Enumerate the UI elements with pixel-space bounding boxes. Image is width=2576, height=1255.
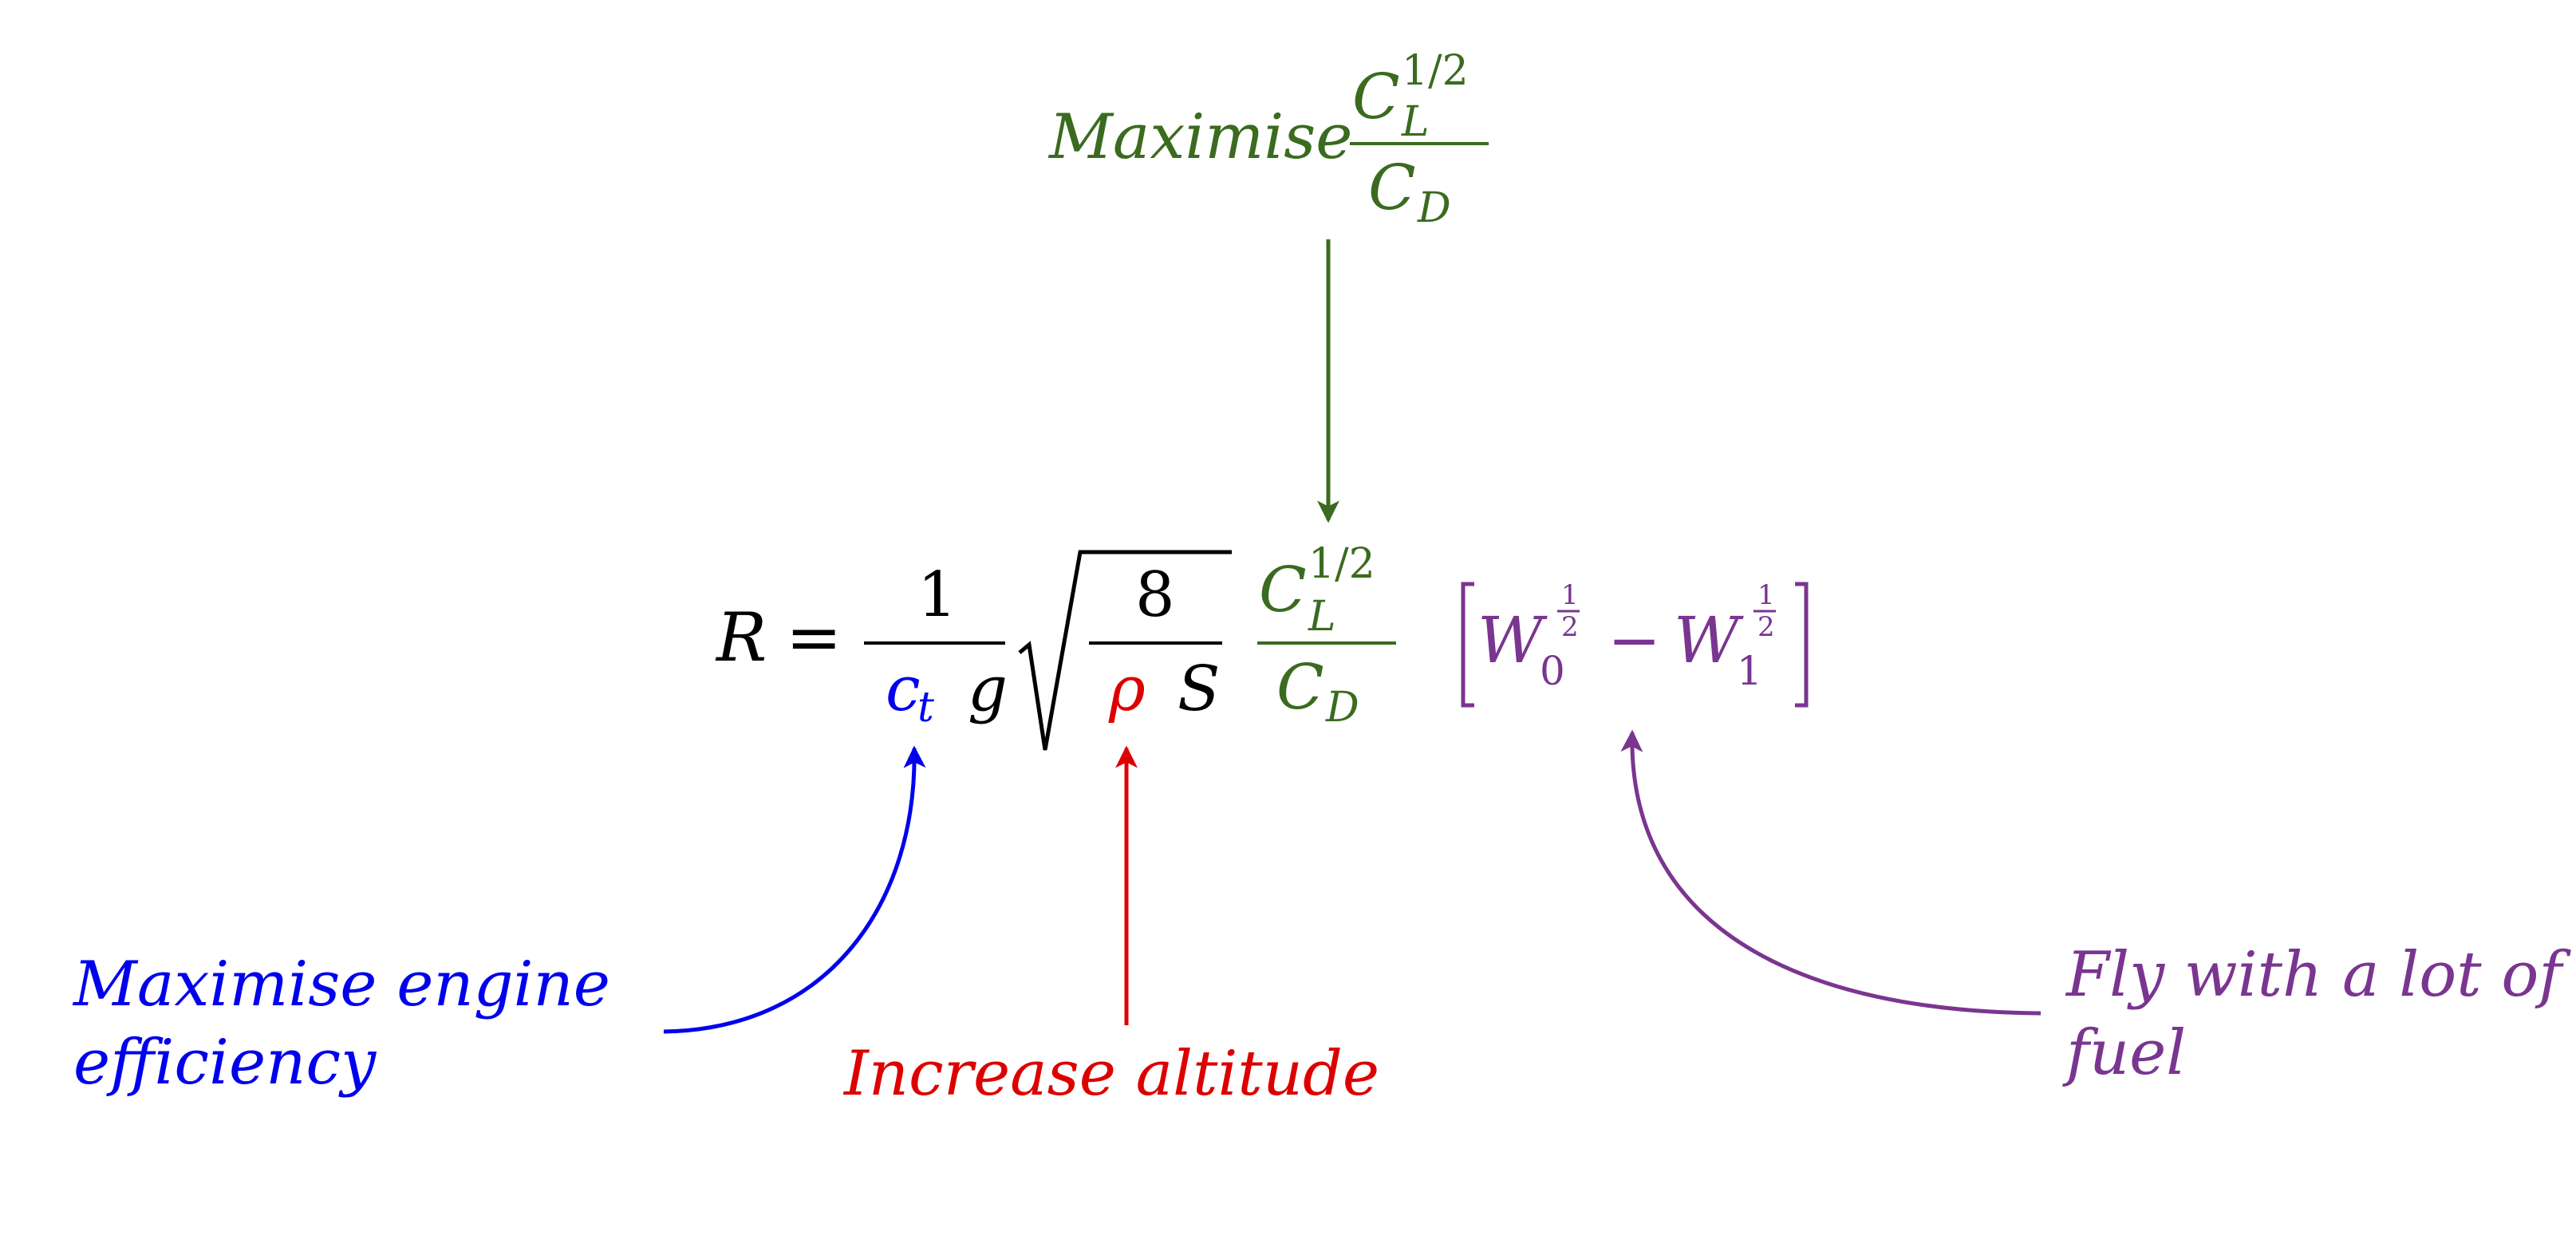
eq-equals: =: [786, 598, 842, 677]
w1-base: W: [1674, 603, 1744, 677]
frac1-numerator: 1: [917, 559, 957, 631]
sqrt-sign: [1018, 550, 1232, 751]
cl-sup: 1/2: [1308, 540, 1375, 588]
top-den-base: C: [1368, 152, 1416, 224]
w1-exp-den: 2: [1757, 611, 1775, 643]
ct-base: c: [886, 653, 921, 725]
blue-arrow: [663, 745, 926, 1034]
w0-exp-num: 1: [1561, 579, 1579, 611]
engine-annotation: Maximise engine efficiency: [72, 949, 610, 1099]
w1-sub: 1: [1737, 648, 1762, 694]
ct-sub: t: [917, 684, 934, 732]
bracket-right: [1795, 582, 1809, 708]
w1-exp-num: 1: [1757, 579, 1775, 611]
weight-term: W 0 1 2 − W 1 1 2: [1461, 579, 1809, 708]
purple-arrow: [1620, 729, 2041, 1016]
g-symbol: g: [968, 653, 1008, 725]
engine-label-line1: Maximise engine: [72, 949, 610, 1020]
cd-sub: D: [1325, 684, 1359, 732]
frac2-numerator: 8: [1135, 559, 1175, 631]
minus-sign: −: [1608, 603, 1661, 677]
eq-lhs: R: [715, 598, 767, 677]
rho-symbol: ρ: [1108, 653, 1146, 725]
top-den-sub: D: [1417, 184, 1451, 232]
fuel-label-line1: Fly with a lot of: [2065, 939, 2571, 1011]
altitude-label: Increase altitude: [842, 1038, 1379, 1110]
w0-sub: 0: [1540, 648, 1565, 694]
top-num-sup: 1/2: [1402, 47, 1469, 95]
engine-label-line2: efficiency: [73, 1027, 377, 1099]
cl-base: C: [1259, 554, 1307, 626]
lift-drag-ratio: C 1/2 L C D: [1257, 540, 1396, 732]
top-annotation: Maximise C 1/2 L C D: [1047, 47, 1489, 232]
s-symbol: S: [1178, 653, 1220, 725]
fuel-label-line2: fuel: [2062, 1017, 2186, 1089]
top-annotation-label: Maximise: [1047, 101, 1352, 173]
w0-base: W: [1477, 603, 1548, 677]
cd-base: C: [1276, 652, 1324, 724]
bracket-left: [1461, 582, 1474, 708]
fuel-annotation: Fly with a lot of fuel: [2062, 939, 2571, 1089]
range-equation: R = 1 c t g 8 ρ S C 1/2 L C D W 0 1: [715, 540, 1809, 751]
top-num-base: C: [1352, 61, 1400, 133]
cl-sub: L: [1308, 593, 1336, 641]
w0-exp-den: 2: [1561, 611, 1579, 643]
top-num-sub: L: [1401, 98, 1430, 146]
